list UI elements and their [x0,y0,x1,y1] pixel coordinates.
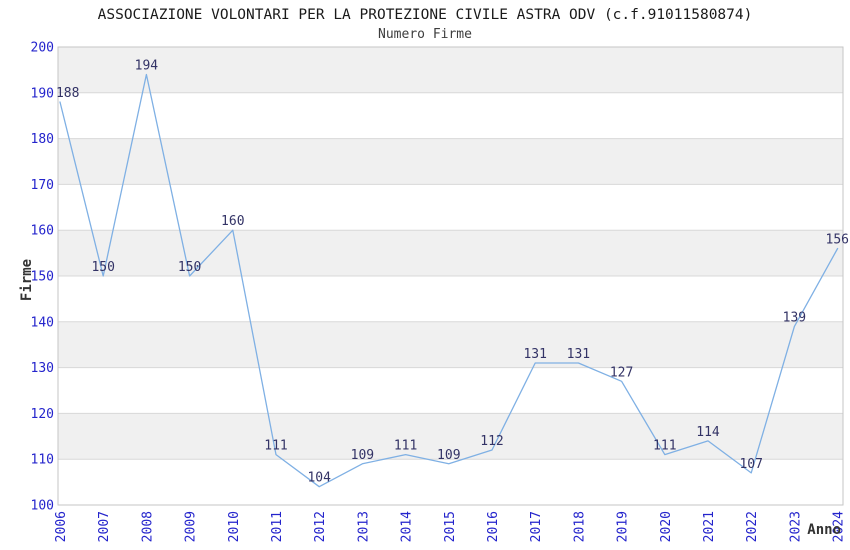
y-tick-label: 180 [31,132,54,147]
y-axis-title: Firme [19,259,35,301]
x-axis-title: Anno [807,522,841,538]
x-tick-label: 2024 [832,511,847,542]
data-label: 150 [178,260,201,275]
plot-band [58,138,843,185]
y-tick-label: 200 [31,41,54,56]
y-tick-label: 150 [31,270,54,285]
y-tick-label: 130 [31,361,54,376]
x-tick-label: 2017 [529,511,544,542]
x-tick-label: 2020 [659,511,674,542]
x-tick-label: 2006 [54,511,69,542]
data-label: 139 [783,310,806,325]
y-tick-label: 170 [31,178,54,193]
data-label: 107 [739,457,762,472]
x-tick-label: 2009 [184,511,199,542]
x-tick-label: 2021 [702,511,717,542]
x-tick-label: 2022 [745,511,760,542]
plot-band [58,413,843,460]
x-tick-label: 2011 [270,511,285,542]
x-tick-label: 2013 [356,511,371,542]
y-tick-label: 140 [31,315,54,330]
chart-subtitle: Numero Firme [378,27,472,42]
data-label: 114 [696,425,720,440]
plot-band [58,230,843,276]
data-label: 104 [307,471,331,486]
data-label: 150 [91,260,114,275]
data-label: 194 [135,58,159,73]
y-tick-label: 100 [31,499,54,514]
data-label: 112 [480,434,503,449]
data-label: 111 [394,439,417,454]
x-tick-label: 2016 [486,511,501,542]
data-label: 160 [221,214,244,229]
data-label: 188 [56,86,79,101]
data-label: 111 [653,439,676,454]
y-tick-label: 120 [31,407,54,422]
data-label: 109 [351,448,374,463]
chart-title: ASSOCIAZIONE VOLONTARI PER LA PROTEZIONE… [97,7,753,23]
x-tick-label: 2008 [140,511,155,542]
plot-border [57,46,844,506]
data-label: 109 [437,448,460,463]
x-tick-label: 2007 [97,511,112,542]
y-tick-label: 190 [31,86,54,101]
y-tick-label: 110 [31,453,54,468]
x-tick-label: 2012 [313,511,328,542]
data-label: 111 [264,439,287,454]
x-tick-label: 2023 [788,511,803,542]
x-tick-label: 2015 [443,511,458,542]
plot-band [58,321,843,368]
x-tick-label: 2010 [227,511,242,542]
data-label: 127 [610,365,633,380]
data-line [59,73,839,488]
plot-band [58,47,843,93]
data-label: 131 [567,347,590,362]
y-tick-label: 160 [31,224,54,239]
x-tick-label: 2014 [400,511,415,542]
x-tick-label: 2018 [572,511,587,542]
data-label: 131 [523,347,546,362]
data-label: 156 [826,233,849,248]
x-tick-label: 2019 [616,511,631,542]
